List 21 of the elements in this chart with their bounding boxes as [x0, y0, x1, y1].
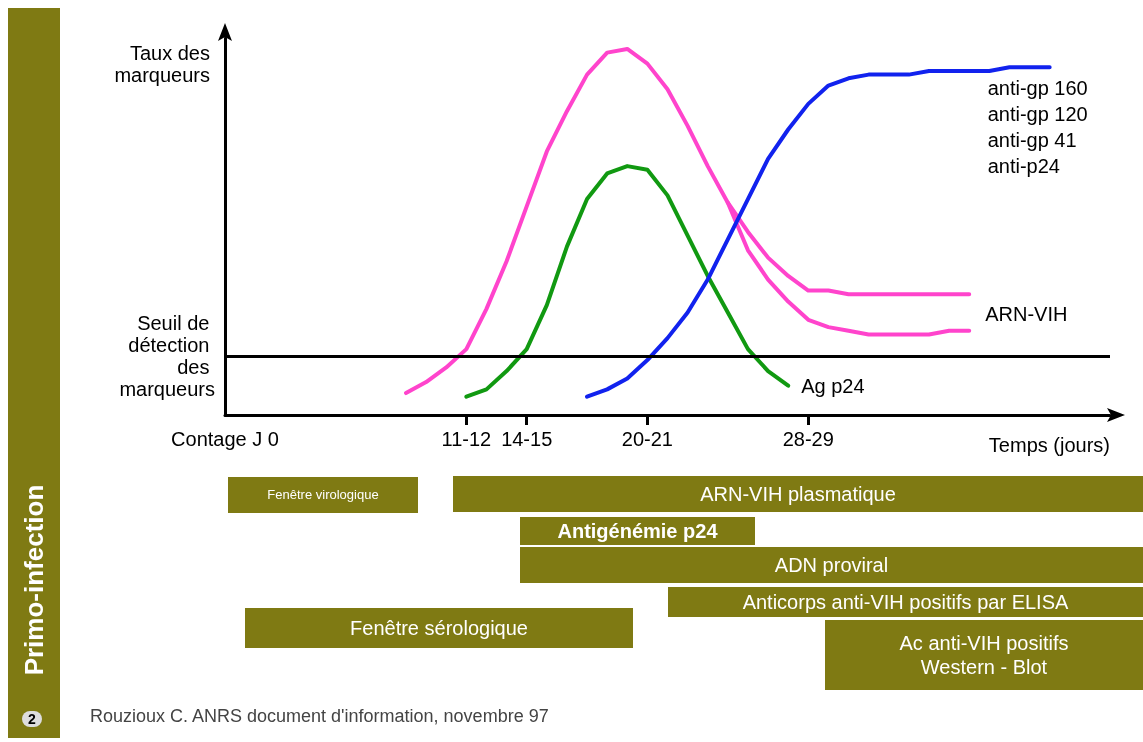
ref-line-label: Seuil de détection des marqueurs: [119, 312, 215, 401]
x-tick-label: 11-12: [441, 428, 492, 450]
series-label: ARN-VIH: [985, 303, 1068, 326]
text: Antigénémie p24: [520, 517, 755, 545]
text: Fenêtre sérologique: [245, 608, 633, 648]
x-tick-label: 28-29: [782, 428, 834, 450]
y-axis-title: Taux des marqueurs: [113, 42, 210, 86]
text: 2: [22, 711, 42, 727]
text: Primo-infection: [18, 484, 50, 676]
x-axis-title: Temps (jours): [988, 434, 1110, 456]
series-label: anti-gp 160 anti-gp 120 anti-gp 41 anti-p24: [987, 77, 1088, 178]
text: Ac anti-VIH positifs Western - Blot: [825, 620, 1143, 690]
text: Rouzioux C. ANRS document d'information, novembre 97: [90, 706, 549, 727]
x-tick-label: 14-15: [501, 428, 553, 450]
x-tick-label: 20-21: [621, 428, 673, 450]
text: Anticorps anti-VIH positifs par ELISA: [668, 587, 1143, 617]
x-tick-label: Contage J 0: [171, 428, 279, 450]
text: Fenêtre virologique: [228, 477, 418, 513]
text: ADN proviral: [520, 547, 1143, 583]
series-label: Ag p24: [801, 374, 865, 397]
text: ARN-VIH plasmatique: [453, 476, 1143, 512]
